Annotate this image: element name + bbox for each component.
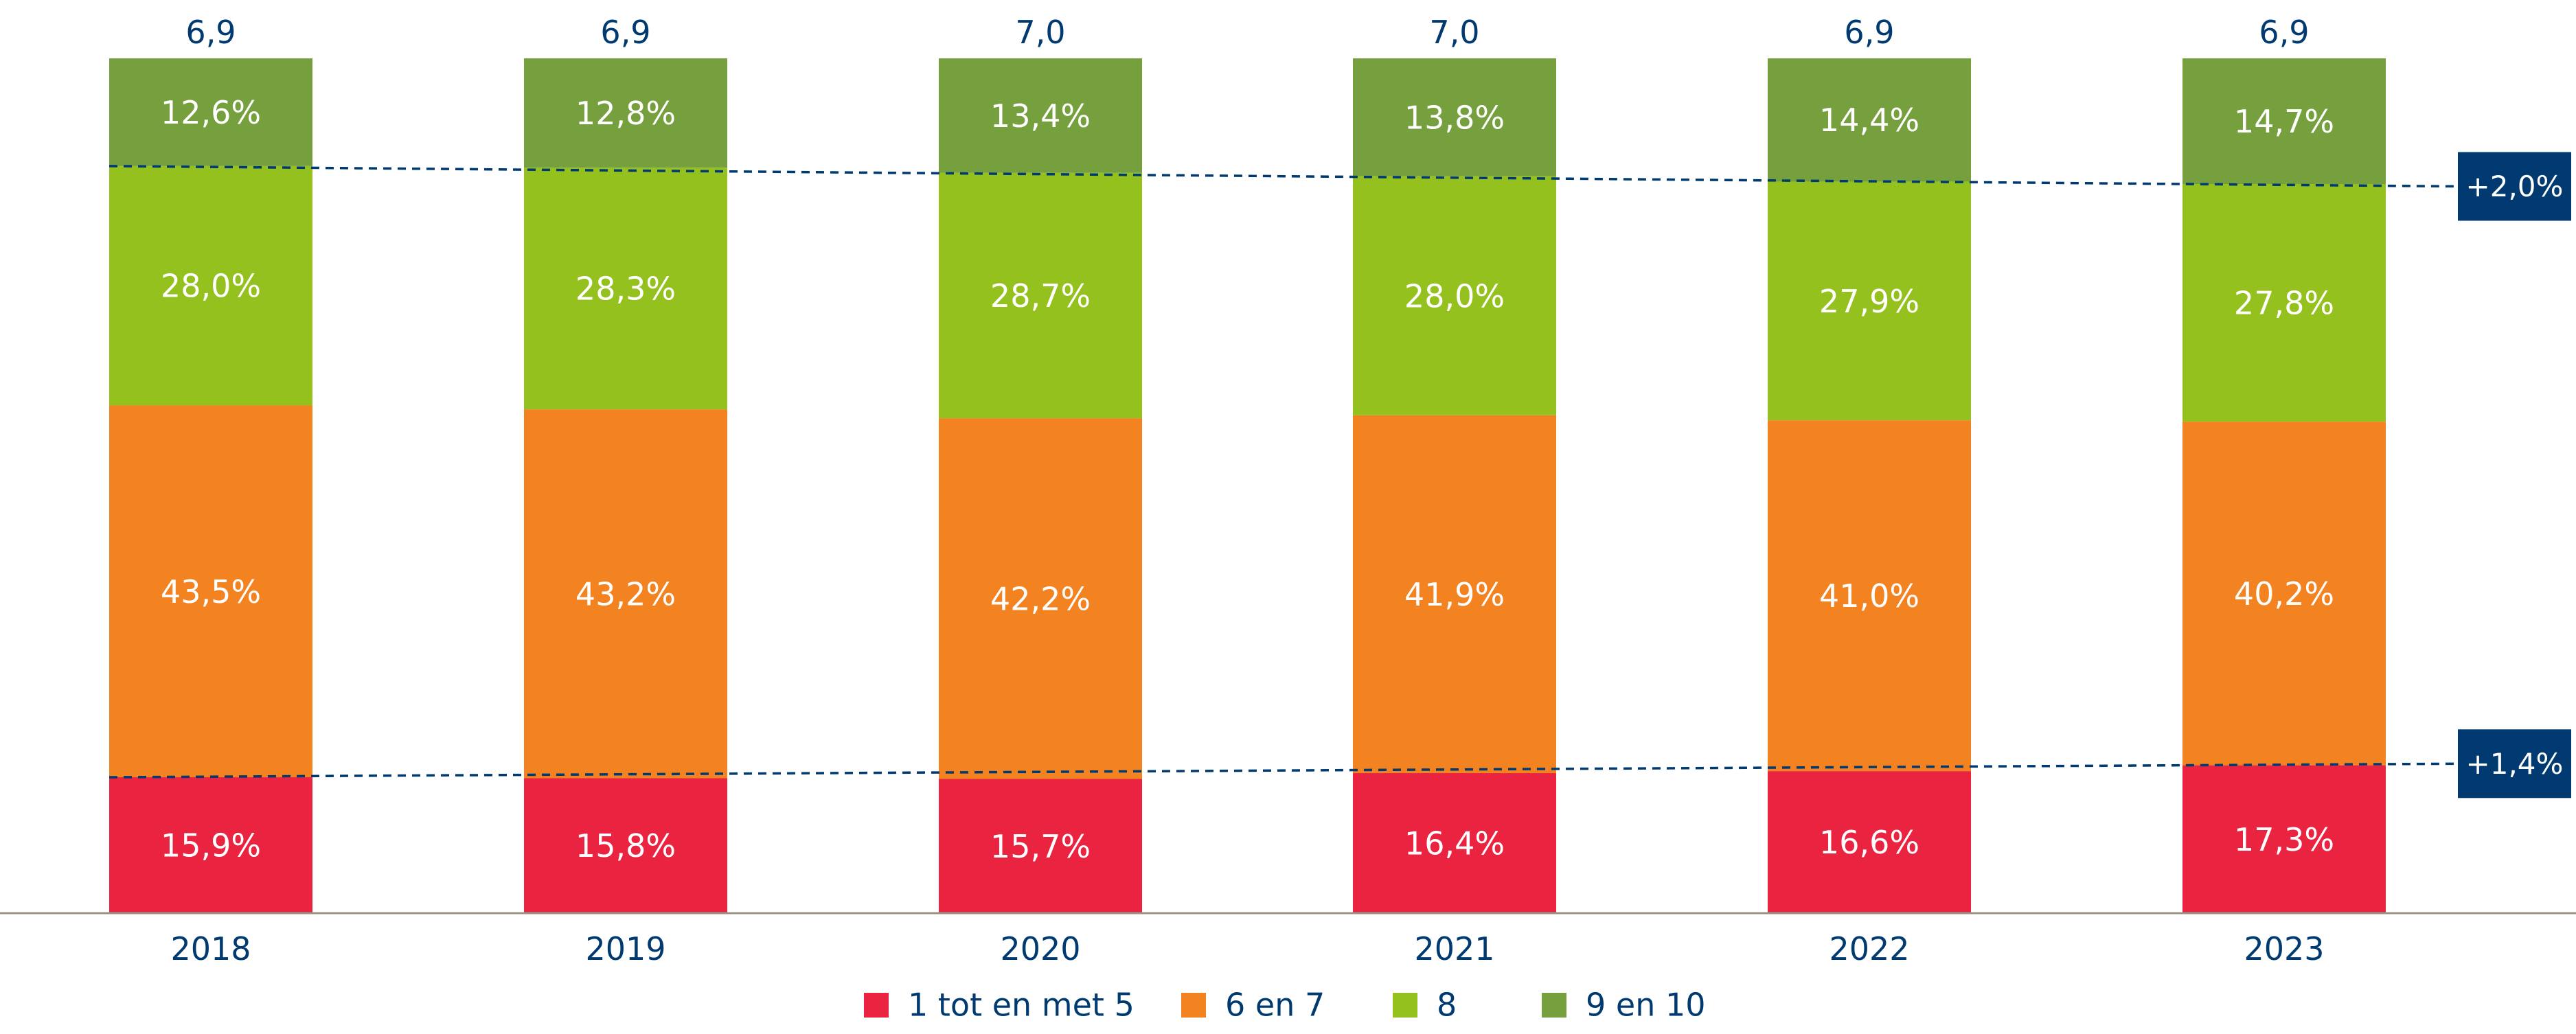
change-badge xyxy=(2458,152,2571,221)
segment-label: 43,5% xyxy=(161,573,261,610)
segment-label: 17,3% xyxy=(2234,821,2334,858)
bar-segment-2018-2 xyxy=(109,405,312,778)
segment-label: 14,7% xyxy=(2234,103,2334,140)
bar-segment-2020-1 xyxy=(939,779,1142,913)
change-badge xyxy=(2458,729,2571,799)
bar-segment-2020-3 xyxy=(939,172,1142,419)
bar-segment-2021-3 xyxy=(1353,176,1556,415)
segment-label: 28,0% xyxy=(161,268,261,305)
bar-segment-2022-1 xyxy=(1768,771,1971,913)
legend-swatch xyxy=(1542,993,1566,1018)
bar-segment-2022-4 xyxy=(1768,58,1971,182)
bar-segment-2019-1 xyxy=(524,778,727,913)
trend-line-9-en-10 xyxy=(109,165,2459,188)
segment-label: 12,6% xyxy=(161,94,261,131)
bar-segment-2023-1 xyxy=(2182,765,2386,913)
segment-label: 43,2% xyxy=(575,575,676,612)
bar-segment-2022-2 xyxy=(1768,420,1971,772)
trend-line-1-tot-5 xyxy=(109,762,2459,779)
bar-segment-2023-4 xyxy=(2182,58,2386,185)
legend-label: 1 tot en met 5 xyxy=(908,987,1135,1024)
segment-label: 41,9% xyxy=(1404,576,1505,613)
bar-segment-2018-4 xyxy=(109,58,312,166)
average-grade-label: 6,9 xyxy=(2259,14,2309,51)
segment-label: 15,7% xyxy=(990,828,1091,865)
change-badge-label: +2,0% xyxy=(2466,170,2564,203)
bar-segment-2021-4 xyxy=(1353,58,1556,176)
bar-segment-2022-3 xyxy=(1768,181,1971,421)
bar-segment-2021-1 xyxy=(1353,773,1556,913)
segment-label: 15,9% xyxy=(161,827,261,864)
x-tick-label: 2022 xyxy=(1829,930,1909,967)
segment-label: 27,9% xyxy=(1819,283,1919,320)
bar-segment-2018-3 xyxy=(109,165,312,406)
segment-label: 28,0% xyxy=(1404,277,1505,314)
bar-segment-2020-4 xyxy=(939,58,1142,173)
legend-swatch xyxy=(1181,993,1206,1018)
bar-segment-2020-2 xyxy=(939,418,1142,779)
average-grade-label: 6,9 xyxy=(1844,14,1894,51)
segment-label: 14,4% xyxy=(1819,102,1919,139)
legend-label: 6 en 7 xyxy=(1225,987,1325,1024)
x-tick-label: 2019 xyxy=(585,930,665,967)
x-tick-label: 2020 xyxy=(1000,930,1080,967)
legend-label: 9 en 10 xyxy=(1586,987,1706,1024)
x-tick-label: 2021 xyxy=(1414,930,1494,967)
x-tick-label: 2018 xyxy=(170,930,251,967)
segment-label: 12,8% xyxy=(575,95,676,132)
bar-segment-2019-4 xyxy=(524,58,727,168)
legend-swatch xyxy=(864,993,889,1018)
change-badge-label: +1,4% xyxy=(2466,747,2564,781)
segment-label: 28,7% xyxy=(990,277,1091,314)
segment-label: 40,2% xyxy=(2234,575,2334,612)
average-grade-label: 7,0 xyxy=(1429,14,1479,51)
segment-label: 28,3% xyxy=(575,271,676,308)
bar-segment-2019-2 xyxy=(524,409,727,779)
bar-segment-2021-2 xyxy=(1353,415,1556,774)
average-grade-label: 7,0 xyxy=(1015,14,1065,51)
bar-segment-2019-3 xyxy=(524,168,727,410)
legend-label: 8 xyxy=(1437,987,1457,1024)
segment-label: 15,8% xyxy=(575,827,676,864)
segment-label: 27,8% xyxy=(2234,285,2334,322)
x-tick-label: 2023 xyxy=(2244,930,2324,967)
segment-label: 16,6% xyxy=(1819,824,1919,861)
segment-label: 13,4% xyxy=(990,97,1091,135)
bar-segment-2018-1 xyxy=(109,777,312,913)
segment-label: 16,4% xyxy=(1404,825,1505,862)
bar-segment-2023-3 xyxy=(2182,184,2386,422)
legend-swatch xyxy=(1393,993,1417,1018)
average-grade-label: 6,9 xyxy=(600,14,650,51)
average-grade-label: 6,9 xyxy=(185,14,236,51)
segment-label: 13,8% xyxy=(1404,99,1505,136)
bar-segment-2023-2 xyxy=(2182,422,2386,766)
segment-label: 42,2% xyxy=(990,580,1091,617)
segment-label: 41,0% xyxy=(1819,577,1919,614)
